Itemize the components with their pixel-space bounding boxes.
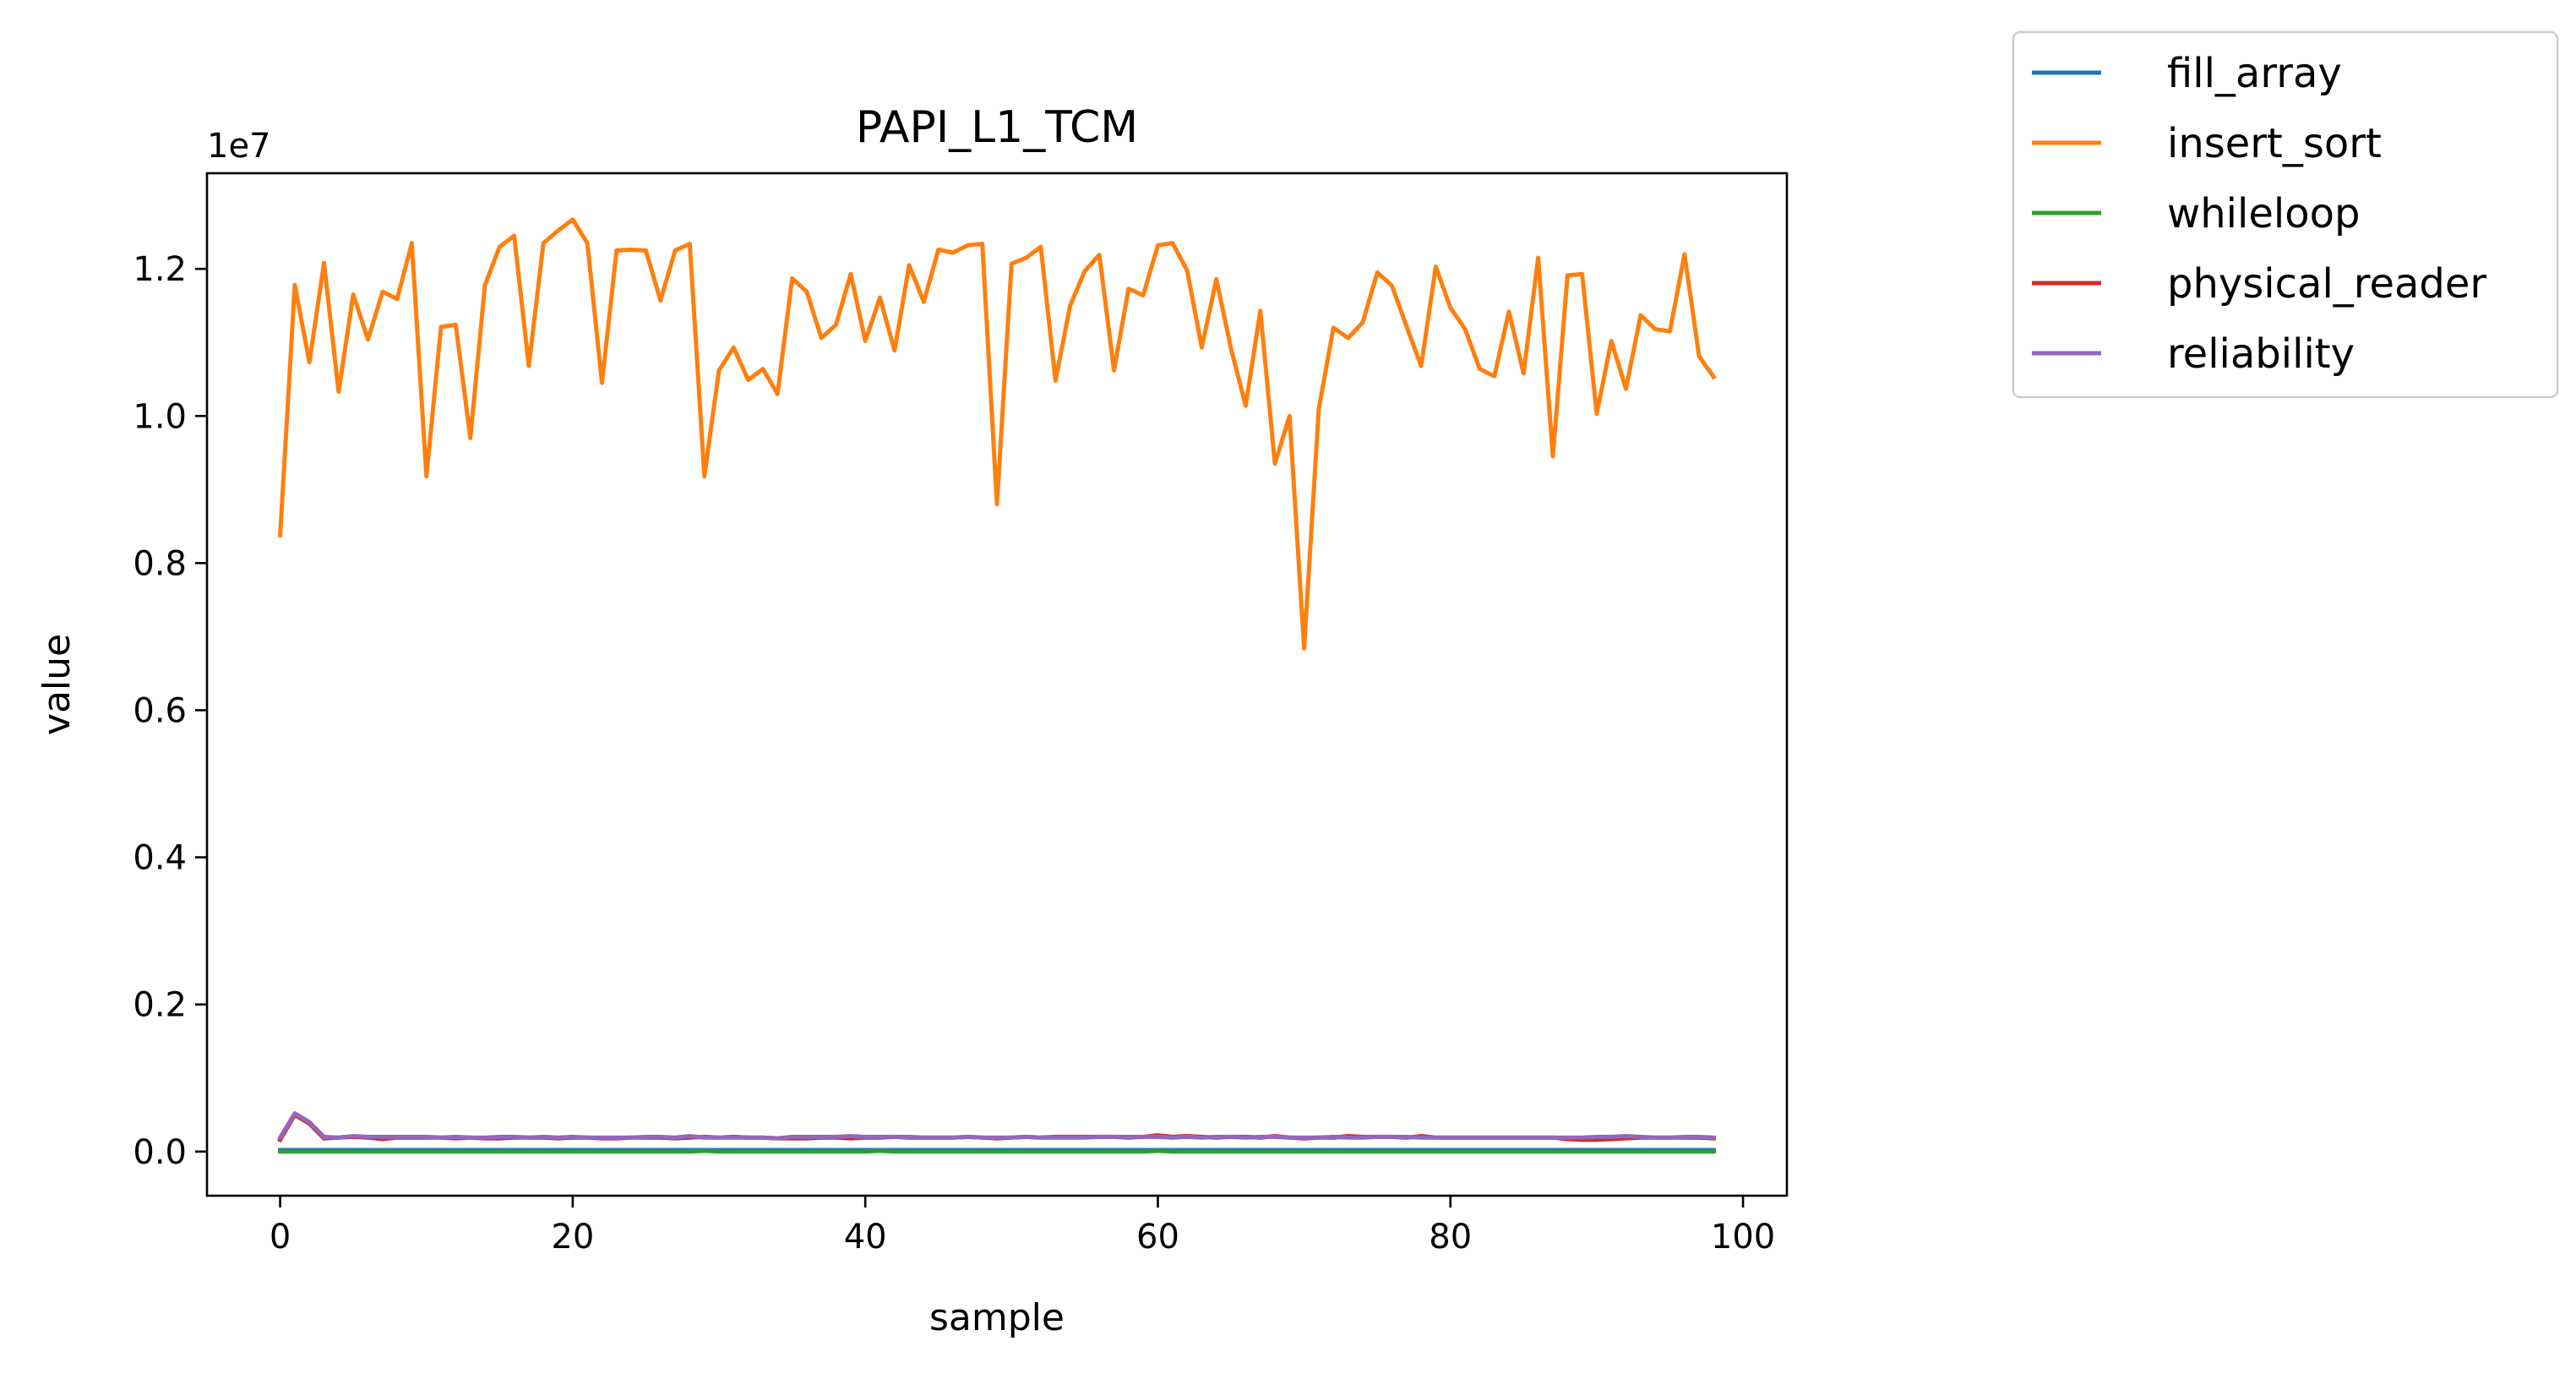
legend-label-insert_sort: insert_sort <box>2167 120 2382 167</box>
x-tick-label: 20 <box>551 1218 594 1257</box>
y-tick-label: 0.2 <box>133 986 187 1025</box>
series-layer <box>277 217 1717 1154</box>
x-axis-label: sample <box>929 1296 1065 1339</box>
legend: fill_array insert_sort whileloop physical_r… <box>2012 30 2559 399</box>
legend-label-whileloop: whileloop <box>2167 190 2360 237</box>
y-tick-label: 0.8 <box>133 544 187 583</box>
x-tick-label: 60 <box>1136 1218 1179 1257</box>
x-tick-label: 40 <box>844 1218 887 1257</box>
y-offset-label: 1e7 <box>207 127 271 166</box>
y-tick-label: 0.6 <box>133 691 187 730</box>
series-line-whileloop <box>278 1148 1716 1154</box>
y-axis-label: value <box>35 634 79 735</box>
legend-label-fill_array: fill_array <box>2167 50 2342 97</box>
x-tick-label: 80 <box>1429 1218 1472 1257</box>
x-tick-label: 100 <box>1711 1218 1775 1257</box>
legend-items: fill_array insert_sort whileloop physical_r… <box>2032 50 2486 378</box>
legend-box <box>2012 30 2559 399</box>
chart-title: PAPI_L1_TCM <box>856 102 1138 153</box>
axes-layer: 0 20 40 60 80 100 0.0 0.2 0.4 0.6 0.8 1.0 1.2 <box>133 250 1775 1257</box>
y-tick-label: 1.2 <box>133 250 187 289</box>
series-line-reliability <box>277 1111 1717 1141</box>
plot-frame <box>205 172 1789 1197</box>
legend-label-reliability: reliability <box>2167 330 2355 378</box>
y-tick-label: 0.0 <box>133 1133 187 1172</box>
series-line-insert_sort <box>277 217 1717 651</box>
y-tick-label: 0.4 <box>133 839 187 878</box>
legend-label-physical_reader: physical_reader <box>2167 260 2486 308</box>
y-tick-label: 1.0 <box>133 397 187 436</box>
x-tick-label: 0 <box>270 1218 291 1257</box>
